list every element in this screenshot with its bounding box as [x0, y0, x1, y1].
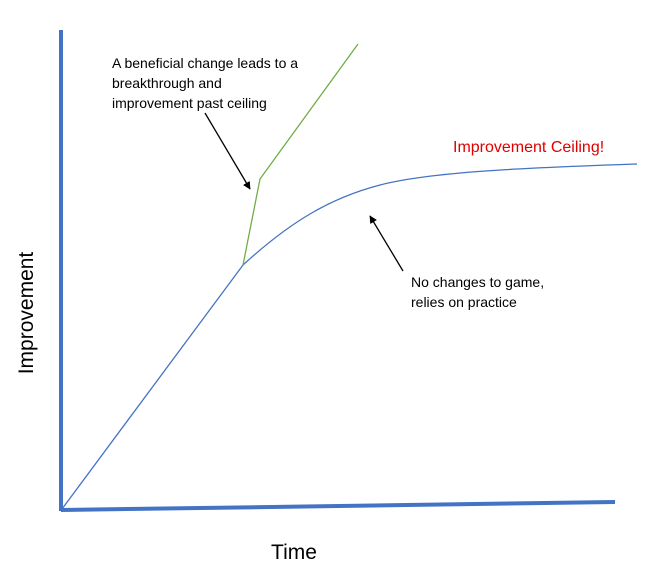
no-changes-note-line: relies on practice [411, 294, 517, 310]
x-axis-label: Time [271, 541, 317, 564]
practice-arrow [369, 215, 404, 272]
y-axis-label: Improvement [15, 251, 38, 375]
x-axis [60, 500, 616, 512]
beneficial-note-line: improvement past ceiling [112, 95, 267, 111]
no-changes-note: No changes to game, relies on practice [411, 272, 544, 312]
beneficial-change-note: A beneficial change leads to a breakthro… [112, 53, 298, 113]
no-changes-note-line: No changes to game, [411, 274, 545, 290]
beneficial-arrow [204, 112, 251, 190]
improvement-ceiling-label: Improvement Ceiling! [453, 139, 605, 156]
beneficial-note-line: breakthrough and [112, 75, 222, 91]
beneficial-note-line: A beneficial change leads to a [112, 55, 299, 71]
breakthrough-line [242, 43, 359, 266]
practice-curve [61, 163, 638, 510]
